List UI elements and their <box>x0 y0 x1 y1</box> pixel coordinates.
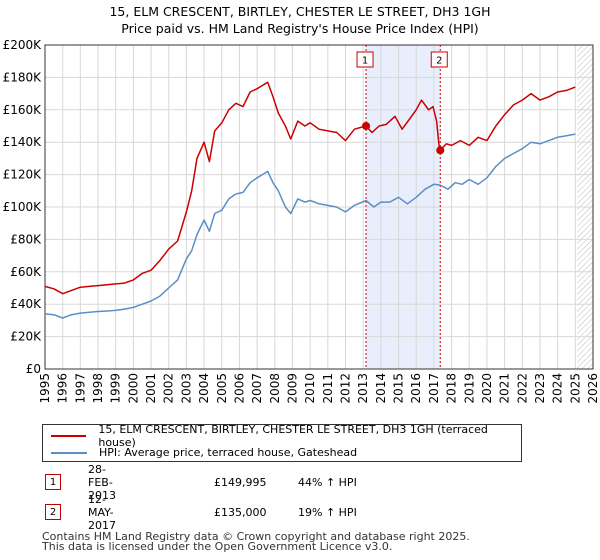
footer: Contains HM Land Registry data © Crown c… <box>42 530 470 553</box>
transaction-date: 12-MAY-2017 <box>88 492 116 532</box>
legend-label-hpi: HPI: Average price, terraced house, Gate… <box>99 446 358 459</box>
sale-point <box>436 146 445 155</box>
x-tick-label: 1997 <box>73 373 87 404</box>
sale-label-number: 2 <box>436 56 442 67</box>
y-tick-label: £80K <box>10 232 42 246</box>
legend-item-property: 15, ELM CRESCENT, BIRTLEY, CHESTER LE ST… <box>51 423 521 449</box>
chart-title-line2: Price paid vs. HM Land Registry's House … <box>121 21 479 36</box>
y-tick-label: £160K <box>3 103 43 117</box>
x-tick-label: 2021 <box>498 373 512 404</box>
x-tick-label: 2019 <box>462 373 476 404</box>
y-tick-label: £120K <box>3 168 43 182</box>
x-tick-label: 2011 <box>321 373 335 404</box>
x-tick-label: 2025 <box>568 373 582 404</box>
x-tick-label: 2017 <box>427 373 441 404</box>
x-tick-label: 2006 <box>232 373 246 404</box>
y-tick-label: £40K <box>10 297 42 311</box>
transaction-row: 2 12-MAY-2017 £135,000 19% ↑ HPI <box>42 493 357 532</box>
sale-point <box>362 122 371 131</box>
x-tick-label: 2016 <box>409 373 423 404</box>
footer-copyright: Contains HM Land Registry data © Crown c… <box>42 530 470 543</box>
x-tick-label: 2009 <box>285 373 299 404</box>
legend-item-hpi: HPI: Average price, terraced house, Gate… <box>51 444 357 461</box>
plot-frame <box>44 44 594 370</box>
x-tick-label: 2013 <box>356 373 370 404</box>
legend-label-property: 15, ELM CRESCENT, BIRTLEY, CHESTER LE ST… <box>98 422 488 449</box>
x-tick-label: 2012 <box>339 373 353 404</box>
transaction-number-badge: 1 <box>45 474 61 490</box>
sale-label-box <box>430 51 448 68</box>
legend-swatch-hpi <box>51 451 87 454</box>
x-tick-label: 2004 <box>197 373 211 404</box>
x-tick-label: 2020 <box>480 373 494 404</box>
transaction-hpi-change: 44% ↑ HPI <box>298 475 357 489</box>
sale-label-number: 1 <box>362 56 368 67</box>
y-tick-label: £100K <box>3 200 43 214</box>
footer-license: This data is licensed under the Open Gov… <box>42 540 393 553</box>
price-chart: £0 £20K £40K £60K £80K £100K £120K £140K £160K £1… <box>3 38 600 404</box>
chart-title: 15, ELM CRESCENT, BIRTLEY, CHESTER LE ST… <box>0 3 600 37</box>
property-price-line <box>44 81 576 295</box>
transaction-number-badge: 2 <box>45 504 61 520</box>
x-tick-label: 2018 <box>445 373 459 404</box>
x-tick-label: 1995 <box>38 373 52 404</box>
transaction-row: 1 28-FEB-2013 £149,995 44% ↑ HPI <box>42 463 357 502</box>
transaction-price: £149,995 <box>214 475 267 489</box>
transaction-date: 28-FEB-2013 <box>88 462 116 502</box>
transaction-hpi-change: 19% ↑ HPI <box>298 505 357 519</box>
x-tick-label: 2022 <box>515 373 529 404</box>
legend: 15, ELM CRESCENT, BIRTLEY, CHESTER LE ST… <box>42 423 522 462</box>
hpi-line <box>44 133 576 319</box>
legend-swatch-property <box>51 434 87 437</box>
x-tick-label: 2026 <box>586 373 600 404</box>
x-tick-label: 2002 <box>162 373 176 404</box>
x-tick-label: 2023 <box>533 373 547 404</box>
y-tick-label: £200K <box>3 38 43 52</box>
x-tick-label: 2010 <box>303 373 317 404</box>
x-tick-label: 2005 <box>215 373 229 404</box>
x-tick-label: 1999 <box>109 373 123 404</box>
y-tick-label: £60K <box>10 265 42 279</box>
transaction-price: £135,000 <box>214 505 267 519</box>
y-tick-label: £0 <box>26 362 41 376</box>
y-tick-label: £140K <box>3 135 43 149</box>
y-tick-label: £180K <box>3 70 43 84</box>
x-tick-label: 2001 <box>144 373 158 404</box>
x-tick-label: 2000 <box>126 373 140 404</box>
x-tick-label: 2007 <box>250 373 264 404</box>
x-tick-label: 2024 <box>551 373 565 404</box>
x-tick-label: 2003 <box>179 373 193 404</box>
y-tick-label: £20K <box>10 330 42 344</box>
x-tick-label: 2008 <box>268 373 282 404</box>
x-tick-label: 2014 <box>374 373 388 404</box>
x-tick-label: 1998 <box>91 373 105 404</box>
sale-label-box <box>356 51 374 68</box>
chart-title-line1: 15, ELM CRESCENT, BIRTLEY, CHESTER LE ST… <box>109 4 491 19</box>
x-tick-label: 2015 <box>392 373 406 404</box>
x-tick-label: 1996 <box>56 373 70 404</box>
